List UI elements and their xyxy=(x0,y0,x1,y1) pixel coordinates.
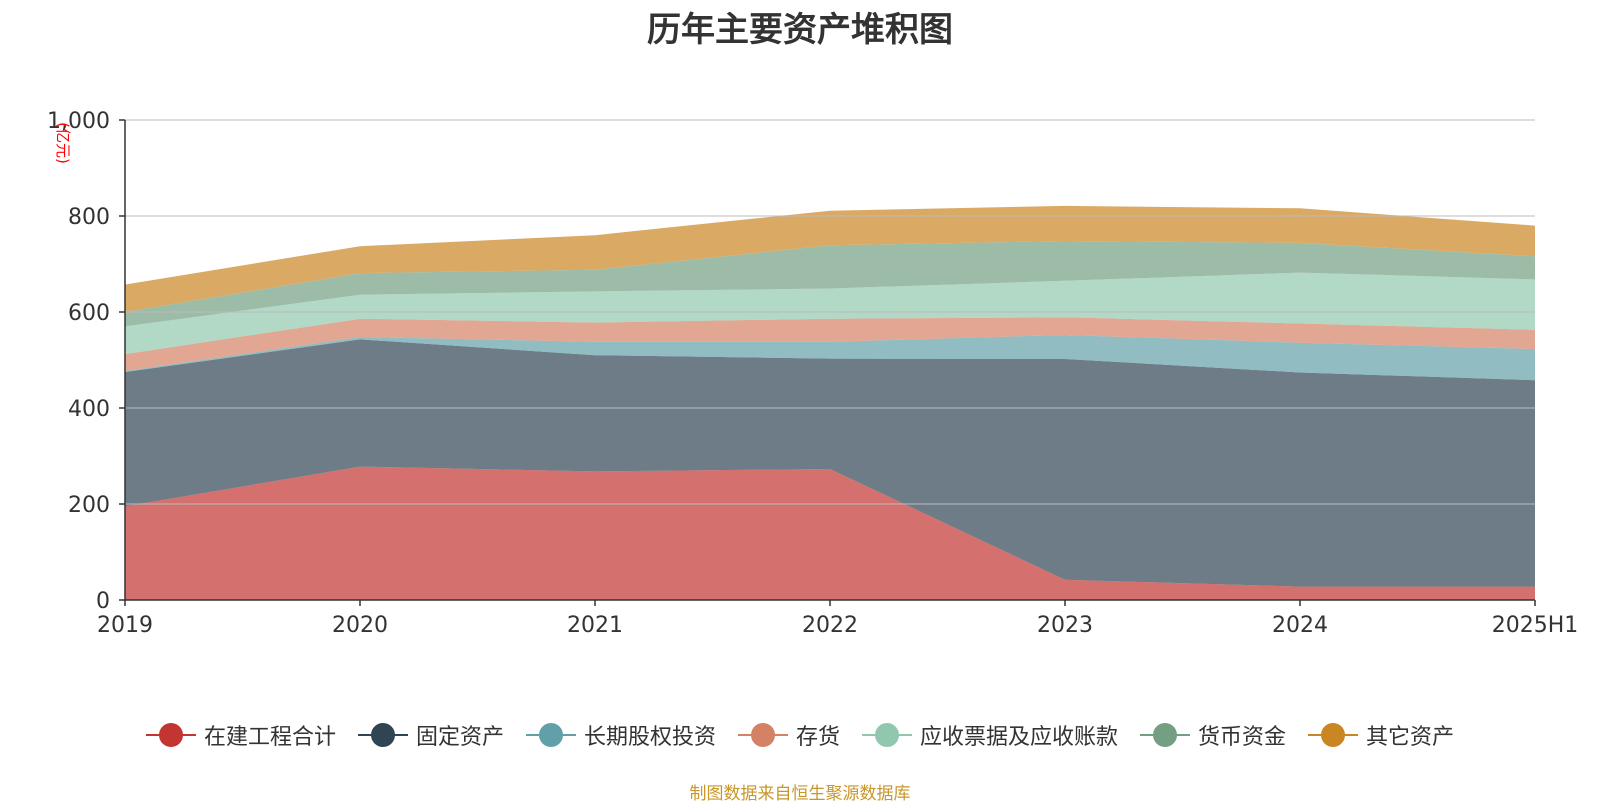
area-series-2 xyxy=(125,339,1535,587)
legend-dot xyxy=(1321,723,1346,747)
x-tick-label: 2024 xyxy=(1272,613,1328,638)
stacked-area-chart: 0 200 400 600 800 1,000 2019 2020 2021 2022 2023 20… xyxy=(47,109,1578,638)
area-series-3 xyxy=(125,335,1535,381)
area-series-5 xyxy=(125,272,1535,355)
grid-lines xyxy=(125,119,1535,505)
legend-dot xyxy=(370,723,395,747)
y-tick-label: 400 xyxy=(68,397,110,422)
area-series-1 xyxy=(125,466,1535,600)
legend-marker-icon xyxy=(1140,722,1191,748)
legend-dot xyxy=(538,723,563,747)
area-series-4 xyxy=(125,317,1535,371)
y-tick-label: 600 xyxy=(68,301,110,326)
y-tick-label: 200 xyxy=(68,493,110,518)
y-tick-label: 1,000 xyxy=(47,109,110,134)
legend-item[interactable]: 在建工程合计 xyxy=(145,719,336,751)
chart-title: 历年主要资产堆积图 xyxy=(647,10,953,50)
x-tick-label: 2021 xyxy=(567,613,623,638)
legend: 在建工程合计 固定资产 长期股权投资 存货 应收票据及应收账款 货币资金 其它资产 xyxy=(0,718,1600,752)
legend-item[interactable]: 应收票据及应收账款 xyxy=(862,719,1118,751)
legend-item[interactable]: 长期股权投资 xyxy=(525,719,716,751)
y-tick-label: 800 xyxy=(68,205,110,230)
legend-label: 在建工程合计 xyxy=(203,725,336,750)
legend-marker-icon xyxy=(737,722,788,748)
area-series-7 xyxy=(125,205,1535,312)
legend-dot xyxy=(158,723,183,747)
legend-label: 其它资产 xyxy=(1366,725,1455,750)
legend-label: 固定资产 xyxy=(415,725,504,750)
legend-label: 货币资金 xyxy=(1198,725,1287,750)
legend-item[interactable]: 货币资金 xyxy=(1140,719,1286,751)
x-tick-label: 2022 xyxy=(802,613,858,638)
legend-dot xyxy=(1153,723,1178,747)
area-series xyxy=(125,205,1535,600)
legend-marker-icon xyxy=(862,722,912,748)
axes: 0 200 400 600 800 1,000 2019 2020 2021 2022 2023 20… xyxy=(47,109,1578,638)
legend-dot xyxy=(750,723,775,747)
legend-label: 长期股权投资 xyxy=(583,725,716,750)
legend-marker-icon xyxy=(145,722,196,748)
x-tick-label: 2025H1 xyxy=(1492,613,1579,638)
x-tick-label: 2019 xyxy=(97,613,153,638)
legend-label: 应收票据及应收账款 xyxy=(920,725,1119,750)
legend-item[interactable]: 存货 xyxy=(737,719,840,751)
legend-dot xyxy=(875,723,899,747)
y-axis-unit-label: (亿元) xyxy=(54,122,72,164)
x-tick-label: 2023 xyxy=(1037,613,1093,638)
legend-marker-icon xyxy=(1308,722,1359,748)
legend-label: 存货 xyxy=(795,725,840,750)
legend-item[interactable]: 其它资产 xyxy=(1308,719,1454,751)
area-series-6 xyxy=(125,241,1535,327)
x-tick-label: 2020 xyxy=(332,613,388,638)
legend-item[interactable]: 固定资产 xyxy=(357,719,504,751)
legend-marker-icon xyxy=(525,722,576,748)
legend-marker-icon xyxy=(357,722,408,748)
source-note: 制图数据来自恒生聚源数据库 xyxy=(689,784,911,804)
y-tick-label: 0 xyxy=(96,589,110,614)
